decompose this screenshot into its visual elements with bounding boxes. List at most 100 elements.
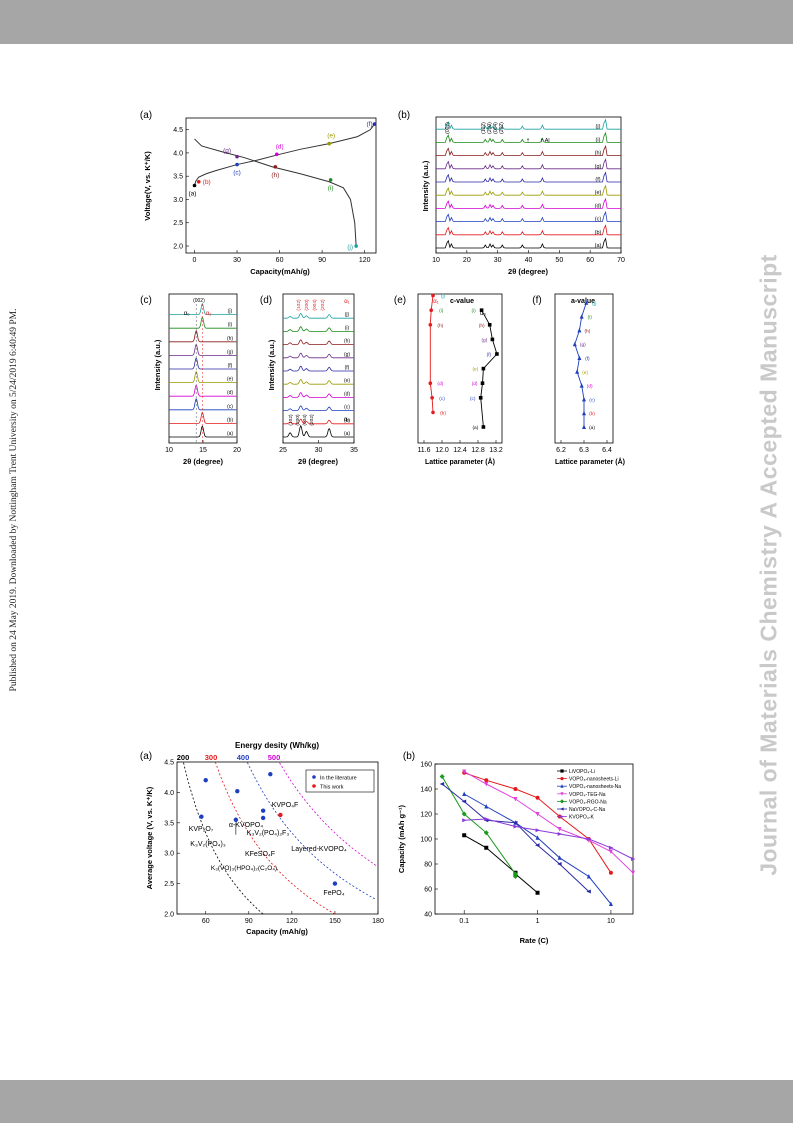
data-point xyxy=(513,787,518,791)
xrd-trace xyxy=(436,224,621,236)
data-point xyxy=(484,845,489,850)
y-tick-label: 100 xyxy=(420,837,432,844)
panel-title: a-value xyxy=(571,298,595,305)
trace-label: (b) xyxy=(595,230,602,236)
data-point xyxy=(430,396,434,400)
peak-label: (102) xyxy=(296,299,302,311)
data-point xyxy=(484,817,489,821)
x-tick-label: 10 xyxy=(607,918,615,925)
c-value-alpha0-line xyxy=(480,309,498,428)
point-label: (f) xyxy=(367,121,373,128)
x-axis-label: Lattice parameter (Å) xyxy=(555,457,625,466)
data-point xyxy=(372,122,377,126)
data-point xyxy=(513,797,518,802)
y-tick-label: 4.0 xyxy=(164,790,174,797)
x-tick-label: 25 xyxy=(279,447,287,454)
data-point xyxy=(586,837,592,841)
trace-label: (j) xyxy=(228,309,233,315)
data-point xyxy=(575,369,580,374)
phase-label: α₀ xyxy=(184,311,190,317)
trace-label: (f) xyxy=(345,365,350,371)
x-tick-label: 30 xyxy=(233,257,241,264)
legend-label: VOPO₄-nanosheets-Li xyxy=(569,777,619,783)
point-label: (c) xyxy=(470,396,476,402)
xrd-trace xyxy=(169,316,237,329)
point-label: (h) xyxy=(584,328,590,334)
trace-label: (h) xyxy=(344,339,350,345)
data-point xyxy=(233,817,239,822)
data-point xyxy=(535,795,540,800)
data-point xyxy=(312,784,316,788)
xrd-trace xyxy=(169,329,237,343)
x-tick-label: 90 xyxy=(245,918,253,925)
series-line xyxy=(463,771,634,874)
top-bar xyxy=(0,0,793,44)
x-tick-label: 60 xyxy=(202,918,210,925)
y-tick-label: 2.0 xyxy=(173,244,183,251)
c-value-alpha1-line xyxy=(429,295,434,413)
point-label: (c) xyxy=(589,397,595,403)
data-point xyxy=(332,881,338,886)
trace-label: (j) xyxy=(345,312,350,318)
y-tick-label: 140 xyxy=(420,787,432,794)
y-axis-label: Capacity (mAh g⁻¹) xyxy=(397,804,406,873)
peak-label: (200) xyxy=(304,299,310,311)
point-label: (f) xyxy=(585,356,590,362)
trace-label: (d) xyxy=(344,391,350,397)
y-axis-label: Average voltage (V, vs. K⁺/K) xyxy=(145,786,154,889)
point-label: (d) xyxy=(276,143,284,150)
trace-label: (a) xyxy=(595,243,602,249)
y-tick-label: 4.5 xyxy=(173,127,183,134)
data-point xyxy=(431,410,435,415)
xrd-trace xyxy=(169,425,237,438)
legend-box xyxy=(305,769,375,793)
x-tick-label: 120 xyxy=(359,257,371,264)
peak-label: (002) xyxy=(445,122,451,134)
data-point xyxy=(235,162,239,167)
legend-label: In the literature xyxy=(320,776,357,782)
point-label: (j) xyxy=(347,244,353,251)
material-label: K₃V₂(PO₄)₂F₃ xyxy=(247,830,290,837)
data-point xyxy=(462,791,467,796)
trace-label: (h) xyxy=(595,151,602,157)
data-point xyxy=(560,784,564,788)
peak-label: (202) xyxy=(320,299,326,311)
x-tick-label: 20 xyxy=(233,447,241,454)
data-point xyxy=(273,165,278,169)
x-tick-label: 6.3 xyxy=(579,447,589,454)
peak-label: (004) xyxy=(302,414,308,426)
data-point xyxy=(608,870,613,875)
xrd-trace xyxy=(283,418,354,425)
x-axis-label: 2θ (degree) xyxy=(298,457,338,466)
discharge-curve xyxy=(194,138,357,247)
panel-label-d: (d) xyxy=(260,295,272,306)
top-axis-title: Energy desity (Wh/kg) xyxy=(235,741,319,750)
x-tick-label: 70 xyxy=(617,257,625,264)
data-point xyxy=(235,154,239,159)
x-tick-label: 35 xyxy=(350,447,358,454)
data-point xyxy=(478,396,483,400)
x-tick-label: 120 xyxy=(286,918,298,925)
material-label: KFeSO₄F xyxy=(245,851,275,858)
trace-label: (b) xyxy=(227,417,233,423)
material-label: K₃V₂(PO₄)₃ xyxy=(190,841,226,848)
data-point xyxy=(557,855,562,860)
trace-label: (d) xyxy=(595,203,602,209)
point-label: (e) xyxy=(327,133,335,140)
point-label: (g) xyxy=(223,148,231,155)
data-point xyxy=(535,828,541,833)
point-label: (j) xyxy=(441,294,446,300)
data-point xyxy=(559,807,564,811)
x-tick-label: 1 xyxy=(536,918,540,925)
data-point xyxy=(487,323,492,327)
peak-label: (200) xyxy=(295,414,301,426)
data-point xyxy=(495,352,499,356)
point-label: (c) xyxy=(439,396,445,402)
data-point xyxy=(582,396,586,402)
trace-label: (g) xyxy=(227,349,233,355)
data-point xyxy=(327,141,332,146)
material-label: KVPO₄F xyxy=(272,802,299,809)
x-tick-label: 30 xyxy=(315,447,323,454)
xrd-trace xyxy=(283,424,354,438)
x-axis-label: Lattice parameter (Å) xyxy=(425,457,495,466)
